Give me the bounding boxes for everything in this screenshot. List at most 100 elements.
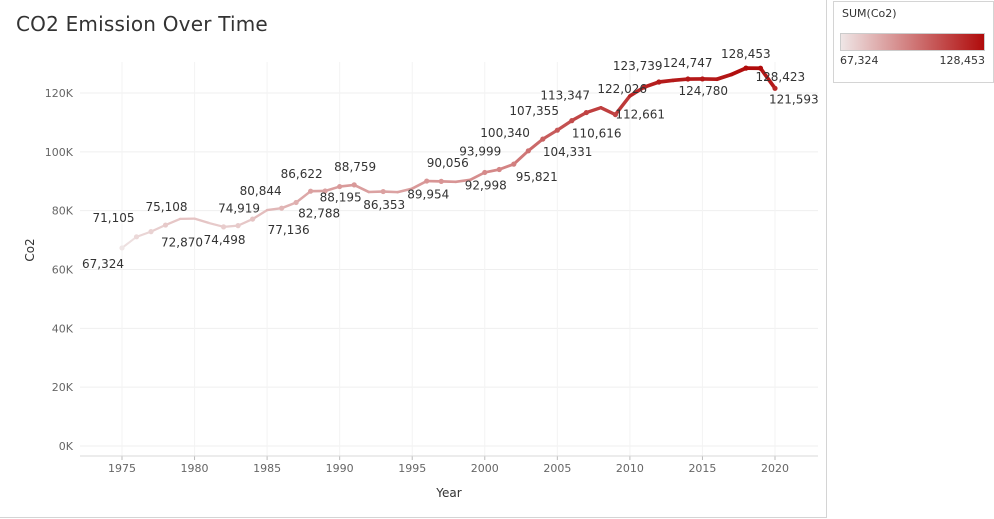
- x-tick-label: 1985: [253, 462, 281, 475]
- data-point[interactable]: [743, 65, 749, 71]
- data-point[interactable]: [511, 161, 517, 167]
- data-label: 122,026: [597, 82, 647, 96]
- y-tick-label: 120K: [45, 87, 74, 100]
- chart-title: CO2 Emission Over Time: [16, 12, 268, 36]
- data-point[interactable]: [322, 188, 328, 194]
- data-point[interactable]: [438, 178, 444, 184]
- data-label: 92,998: [465, 178, 507, 192]
- data-point[interactable]: [540, 136, 546, 142]
- series-line-segment: [454, 178, 472, 184]
- data-point[interactable]: [235, 223, 241, 229]
- data-label: 72,870: [161, 236, 203, 250]
- series-line-segment: [251, 208, 269, 221]
- data-point[interactable]: [133, 234, 140, 240]
- data-label: 89,954: [407, 187, 449, 201]
- series-line-segment: [758, 66, 777, 91]
- series-line-segment: [715, 72, 734, 82]
- data-point[interactable]: [699, 76, 706, 82]
- data-point[interactable]: [148, 229, 154, 235]
- data-label: 123,739: [613, 59, 663, 73]
- series-line-segment: [599, 106, 618, 117]
- series-line-segment: [570, 110, 589, 123]
- data-point[interactable]: [162, 222, 169, 228]
- data-label: 71,105: [93, 211, 135, 225]
- data-point[interactable]: [583, 109, 589, 116]
- data-label: 124,747: [663, 56, 713, 70]
- series-line-segment: [236, 217, 254, 227]
- data-label: 110,616: [572, 127, 622, 141]
- legend-min-label: 67,324: [840, 54, 879, 67]
- data-point[interactable]: [496, 166, 502, 173]
- data-point[interactable]: [279, 205, 285, 211]
- data-label: 107,355: [509, 104, 559, 118]
- data-point[interactable]: [641, 84, 648, 90]
- data-label: 121,593: [769, 92, 819, 106]
- y-tick-label: 60K: [52, 264, 74, 277]
- series-line-segment: [729, 66, 748, 77]
- data-label: 124,780: [678, 84, 728, 98]
- y-tick-label: 0K: [59, 440, 74, 453]
- x-tick-label: 1980: [181, 462, 209, 475]
- series-line-segment: [352, 183, 370, 194]
- y-tick-label: 20K: [52, 381, 74, 394]
- y-tick-label: 40K: [52, 322, 74, 335]
- data-point[interactable]: [351, 182, 357, 188]
- data-label: 113,347: [540, 89, 590, 103]
- data-point[interactable]: [525, 148, 531, 154]
- series-line-segment: [120, 235, 138, 249]
- series-line-segment: [526, 137, 545, 153]
- data-point[interactable]: [685, 76, 691, 82]
- data-label: 86,353: [363, 198, 405, 212]
- data-point[interactable]: [250, 216, 256, 222]
- data-label: 82,788: [298, 206, 340, 220]
- series-line-segment: [468, 171, 487, 182]
- data-label: 104,331: [543, 145, 593, 159]
- data-label: 128,453: [721, 47, 771, 61]
- data-point[interactable]: [569, 118, 575, 124]
- data-label: 75,108: [146, 200, 188, 214]
- data-point[interactable]: [119, 245, 125, 251]
- series-line-segment: [541, 128, 559, 141]
- y-axis-title: Co2: [23, 238, 37, 261]
- chart-frame: [0, 0, 827, 518]
- data-label: 80,844: [240, 184, 282, 198]
- data-point[interactable]: [554, 127, 560, 133]
- series-line-segment: [164, 217, 182, 227]
- data-labels: 67,324 71,105 72,870 75,108 74,498 74,919 77,1…: [82, 47, 819, 271]
- data-label: 86,622: [281, 167, 323, 181]
- series-line-segment: [555, 118, 574, 132]
- x-tick-label: 1995: [398, 462, 426, 475]
- data-point[interactable]: [757, 65, 764, 71]
- data-label: 90,056: [427, 156, 469, 170]
- y-tick-label: 100K: [45, 146, 74, 159]
- data-label: 74,919: [218, 202, 260, 216]
- data-label: 112,661: [615, 108, 665, 122]
- x-tick-label: 2010: [616, 462, 644, 475]
- x-axis: 1975 1980 1985 1990 1995 2000 2005 2010 2015 2020: [80, 455, 818, 475]
- data-point[interactable]: [293, 199, 299, 206]
- x-tick-label: 2005: [543, 462, 571, 475]
- data-point[interactable]: [380, 188, 386, 195]
- data-point[interactable]: [612, 111, 618, 118]
- data-point[interactable]: [482, 169, 488, 176]
- y-axis: 0K 20K 40K 60K 80K 100K 120K: [45, 87, 74, 453]
- series-line-segment: [149, 223, 167, 233]
- series-line-segment: [193, 217, 211, 225]
- x-tick-label: 2000: [471, 462, 499, 475]
- data-point[interactable]: [772, 85, 778, 91]
- data-label: 128,423: [755, 70, 805, 84]
- x-tick-label: 1975: [108, 462, 136, 475]
- legend-max-label: 128,453: [939, 54, 986, 67]
- x-axis-title: Year: [435, 486, 461, 500]
- data-label: 100,340: [480, 126, 530, 140]
- color-legend[interactable]: SUM(Co2) 67,324 128,453: [833, 1, 994, 83]
- data-point[interactable]: [656, 79, 662, 85]
- y-tick-label: 80K: [52, 205, 74, 218]
- data-point[interactable]: [337, 183, 343, 190]
- data-point[interactable]: [220, 224, 227, 230]
- data-point[interactable]: [424, 178, 430, 184]
- data-label: 95,821: [516, 170, 558, 184]
- series-line-segment: [628, 85, 647, 98]
- data-label: 88,195: [320, 191, 362, 205]
- data-point[interactable]: [308, 188, 314, 194]
